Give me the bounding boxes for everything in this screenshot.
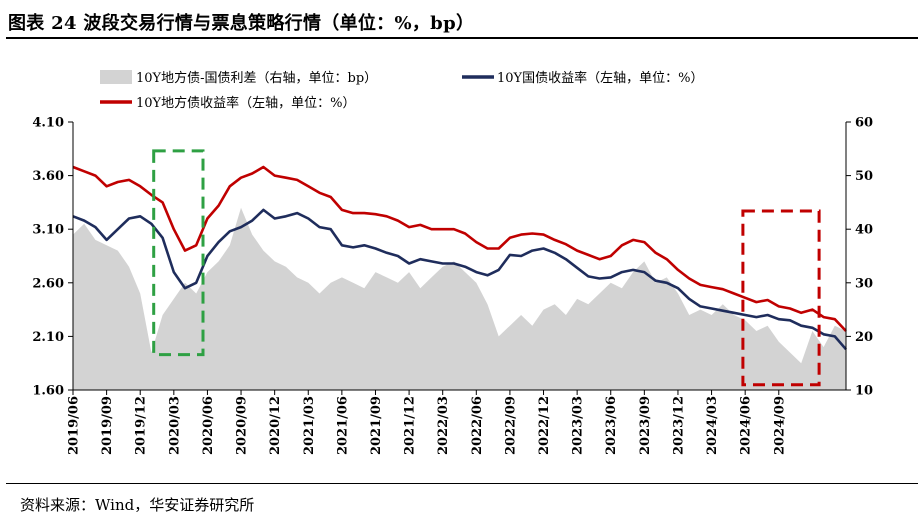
x-tick-label: 2019/09 — [100, 396, 115, 455]
x-tick-label: 2019/06 — [67, 396, 82, 455]
left-tick-label: 2.10 — [32, 330, 64, 345]
x-tick-label: 2023/12 — [671, 396, 686, 455]
series-treasury-yield-line — [72, 208, 847, 351]
x-tick-label: 2021/06 — [335, 396, 350, 455]
x-tick-label: 2021/09 — [369, 396, 384, 455]
left-axis: 4.10 3.60 3.10 2.60 2.10 1.60 — [32, 116, 74, 399]
right-tick-label: 10 — [855, 384, 873, 399]
x-tick-label: 2024/09 — [772, 396, 787, 455]
title-rule — [6, 37, 918, 39]
x-tick-label: 2020/06 — [201, 396, 216, 455]
x-tick-label: 2022/06 — [470, 396, 485, 455]
x-tick-label: 2022/12 — [537, 396, 552, 455]
left-tick-label: 3.10 — [32, 223, 64, 238]
right-tick-label: 40 — [855, 223, 873, 238]
chart: 10Y地方债-国债利差（右轴，单位：bp） 10Y国债收益率（左轴，单位：%） … — [32, 70, 873, 455]
x-tick-label: 2021/03 — [302, 396, 317, 455]
left-tick-label: 1.60 — [32, 384, 64, 399]
left-tick-label: 2.60 — [32, 276, 64, 291]
x-tick-label: 2022/03 — [436, 396, 451, 455]
figure-title: 图表 24 波段交易行情与票息策略行情（单位：%，bp） — [8, 13, 475, 34]
source-note: 资料来源：Wind，华安证券研究所 — [20, 496, 255, 514]
x-tick-label: 2024/03 — [705, 396, 720, 455]
x-tick-label: 2021/12 — [403, 396, 418, 455]
legend-label-local: 10Y地方债收益率（左轴，单位：%） — [136, 95, 355, 111]
x-tick-label: 2020/12 — [268, 396, 283, 455]
legend-label-treasury: 10Y国债收益率（左轴，单位：%） — [497, 70, 703, 86]
plot-area — [72, 149, 847, 390]
x-tick-label: 2019/12 — [134, 396, 149, 455]
x-tick-label: 2020/03 — [167, 396, 182, 455]
legend-swatch-spread — [100, 70, 132, 84]
right-tick-label: 60 — [855, 116, 873, 131]
x-tick-label: 2023/03 — [571, 396, 586, 455]
right-tick-label: 30 — [855, 276, 873, 291]
x-tick-label: 2022/09 — [503, 396, 518, 455]
left-tick-label: 4.10 — [32, 116, 64, 131]
right-axis: 60 50 40 30 20 10 — [845, 116, 873, 399]
x-tick-label: 2020/09 — [235, 396, 250, 455]
annotation-box-red — [741, 209, 821, 387]
right-tick-label: 20 — [855, 330, 873, 345]
x-tick-label: 2024/06 — [739, 396, 754, 455]
x-tick-label: 2023/06 — [604, 396, 619, 455]
right-tick-label: 50 — [855, 169, 873, 184]
series-local-yield-line — [72, 165, 847, 332]
source-rule — [6, 483, 918, 484]
series-spread-area — [73, 207, 846, 390]
x-tick-label: 2023/09 — [638, 396, 653, 455]
legend: 10Y地方债-国债利差（右轴，单位：bp） 10Y国债收益率（左轴，单位：%） … — [100, 70, 703, 111]
x-axis: 2019/06 2019/09 2019/12 2020/03 2020/06 2020/… — [67, 389, 846, 455]
legend-label-spread: 10Y地方债-国债利差（右轴，单位：bp） — [136, 70, 377, 86]
annotation-box-green — [152, 149, 205, 357]
left-tick-label: 3.60 — [32, 169, 64, 184]
